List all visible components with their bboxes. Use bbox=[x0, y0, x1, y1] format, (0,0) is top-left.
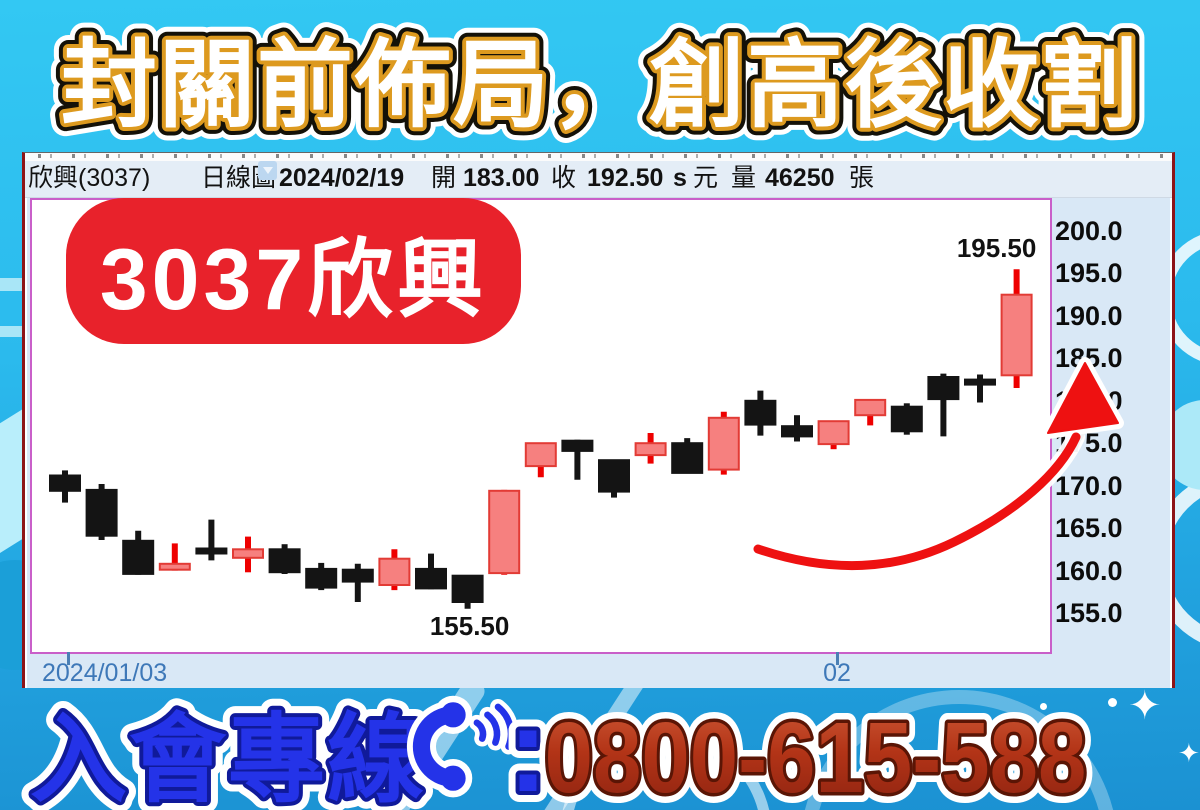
stock-badge-label: 3037欣興 bbox=[99, 231, 488, 328]
phone-number: 0800-615-588 bbox=[545, 701, 1087, 810]
candle-body bbox=[524, 442, 557, 468]
candle-body bbox=[158, 562, 191, 571]
candle-body bbox=[744, 399, 777, 426]
open-value: 183.00 bbox=[463, 164, 540, 192]
y-tick-label: 200.0 bbox=[1055, 216, 1123, 246]
low-price-annotation: 155.50 bbox=[430, 611, 510, 641]
background-decoration bbox=[1040, 703, 1047, 710]
phone-icon bbox=[406, 695, 519, 798]
phone-number: 0800-615-588 bbox=[545, 701, 1087, 810]
x-tick-label: 02 bbox=[823, 659, 851, 687]
headline-text: 封關前佈局，創高後收割 bbox=[61, 32, 1139, 139]
open-label: 開 bbox=[431, 164, 457, 192]
y-tick-label: 170.0 bbox=[1055, 471, 1123, 501]
candle-body bbox=[488, 489, 521, 575]
clipped-toolbar-strip bbox=[25, 153, 1172, 161]
y-tick-label: 195.0 bbox=[1055, 258, 1123, 288]
candle-body bbox=[817, 420, 850, 446]
x-tick-label: 2024/01/03 bbox=[42, 659, 168, 687]
y-tick-label: 190.0 bbox=[1055, 301, 1123, 331]
candle-body bbox=[415, 567, 447, 590]
chart-header-bar: 欣興(3037) 日線圖 2024/02/19 開 183.00 收 192.5… bbox=[25, 161, 1172, 198]
candle-body bbox=[85, 488, 118, 537]
stock-name-label: 欣興(3037) bbox=[28, 164, 151, 192]
headline-text: 封關前佈局，創高後收割 bbox=[61, 32, 1139, 139]
hotline-label: 入會專線 bbox=[30, 705, 426, 810]
top-banner: 封關前佈局，創高後收割 封關前佈局，創高後收割 封關前佈局，創高後收割 封關前佈… bbox=[48, 19, 1150, 152]
sparkle-icon: ✦ bbox=[1128, 684, 1162, 728]
candle-body bbox=[122, 539, 155, 575]
chevron-down-icon[interactable] bbox=[258, 161, 277, 180]
sparkle-icon: ✦ bbox=[1178, 738, 1200, 768]
x-tick-mark bbox=[67, 652, 70, 665]
close-value: 192.50 bbox=[587, 164, 664, 192]
hotline-label: 入會專線 bbox=[30, 705, 426, 810]
y-tick-label: 155.0 bbox=[1055, 598, 1123, 628]
candle-body bbox=[195, 547, 228, 555]
background-decoration bbox=[1108, 698, 1117, 707]
candle-body bbox=[268, 548, 301, 574]
candle-body bbox=[707, 416, 740, 471]
candle-body bbox=[634, 442, 667, 457]
up-trend-arrow bbox=[749, 357, 1124, 575]
stock-badge: 3037欣興 bbox=[66, 198, 521, 344]
chart-window: 欣興(3037) 日線圖 2024/02/19 開 183.00 收 192.5… bbox=[22, 152, 1175, 688]
close-label: 收 bbox=[551, 164, 577, 192]
volume-unit-label: 張 bbox=[849, 164, 875, 192]
volume-value: 46250 bbox=[765, 164, 835, 192]
candle-body bbox=[890, 405, 923, 433]
candle-body bbox=[598, 459, 630, 493]
date-value: 2024/02/19 bbox=[279, 164, 405, 192]
volume-label: 量 bbox=[731, 164, 757, 192]
candle-body bbox=[671, 442, 704, 474]
bottom-banner: 入會專線 入會專線 入會專線 : : : bbox=[19, 687, 1096, 810]
y-tick-label: 160.0 bbox=[1055, 556, 1123, 586]
candle-body bbox=[305, 567, 338, 589]
candle-body bbox=[341, 568, 374, 583]
candle-body bbox=[49, 474, 81, 492]
candle-body bbox=[378, 557, 411, 587]
phone-number: 0800-615-588 bbox=[545, 701, 1087, 810]
x-axis: 2024/01/03 02 bbox=[25, 652, 1172, 688]
price-unit-label: 元 bbox=[693, 164, 719, 192]
candle-body bbox=[854, 398, 887, 417]
headline-text: 封關前佈局，創高後收割 bbox=[61, 32, 1139, 139]
colon-separator: : bbox=[508, 687, 548, 810]
high-price-annotation: 195.50 bbox=[957, 233, 1037, 263]
y-tick-label: 165.0 bbox=[1055, 513, 1123, 543]
headline-text: 封關前佈局，創高後收割 bbox=[61, 32, 1139, 139]
hotline-label: 入會專線 bbox=[30, 705, 426, 810]
candle-body bbox=[927, 376, 960, 401]
candle-body bbox=[232, 548, 264, 559]
candle-body bbox=[781, 425, 813, 438]
candle-body bbox=[451, 574, 484, 604]
colon-separator: : bbox=[508, 687, 548, 810]
candle-body bbox=[1000, 293, 1033, 377]
y-tick-label: 185.0 bbox=[1055, 343, 1123, 373]
background-decoration bbox=[0, 326, 30, 337]
candle-body bbox=[964, 378, 996, 386]
suffix-label: s bbox=[673, 164, 687, 192]
candle-body bbox=[561, 439, 594, 452]
x-tick-mark bbox=[836, 652, 839, 665]
